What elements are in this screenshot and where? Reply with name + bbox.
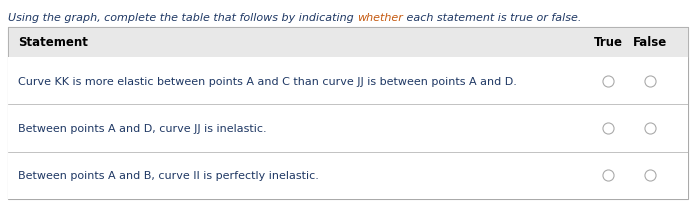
Text: Between points A and D, curve JJ is inelastic.: Between points A and D, curve JJ is inel…	[18, 123, 267, 133]
Text: Curve KK is more elastic between points A and C than curve JJ is between points : Curve KK is more elastic between points …	[18, 76, 517, 86]
Text: Statement: Statement	[18, 36, 88, 49]
Text: whether: whether	[358, 13, 403, 23]
FancyBboxPatch shape	[8, 105, 688, 152]
Text: Using the graph, complete the table that follows by indicating: Using the graph, complete the table that…	[8, 13, 358, 23]
Text: False: False	[633, 36, 667, 49]
Text: Between points A and B, curve II is perfectly inelastic.: Between points A and B, curve II is perf…	[18, 170, 319, 180]
Bar	[8, 28, 688, 199]
Text: True: True	[593, 36, 622, 49]
FancyBboxPatch shape	[8, 58, 688, 105]
FancyBboxPatch shape	[8, 28, 688, 58]
Text: each statement is true or false.: each statement is true or false.	[403, 13, 581, 23]
FancyBboxPatch shape	[8, 152, 688, 199]
